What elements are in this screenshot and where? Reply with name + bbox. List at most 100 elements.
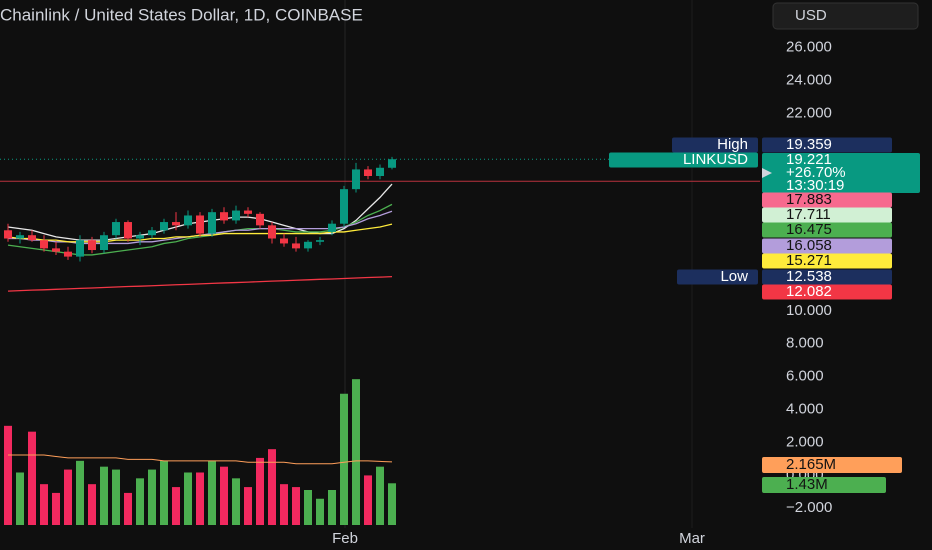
y-tick-label: 10.000 [786, 302, 832, 319]
countdown: 13:30:19 [786, 177, 844, 194]
candle-body [88, 240, 96, 251]
candle-body [304, 241, 312, 249]
volume-bar [184, 472, 192, 525]
volume-bar [76, 460, 84, 525]
low-value: 12.538 [786, 268, 832, 285]
volume-bar [328, 490, 336, 525]
volume-bar [148, 469, 156, 525]
candle-body [112, 222, 120, 236]
volume-tag [762, 477, 886, 493]
volume-bar [160, 460, 168, 525]
candle-body [184, 215, 192, 226]
currency-label[interactable]: USD [795, 7, 827, 24]
volume-bar [40, 484, 48, 525]
candle-body [328, 223, 336, 232]
volume-bar [64, 469, 72, 525]
x-tick-label: Feb [332, 530, 358, 547]
y-tick-label: 6.000 [786, 368, 824, 385]
candle-body [364, 169, 372, 176]
moving-average-line [7, 275, 393, 292]
candle-body [40, 240, 48, 249]
candle-body [268, 225, 276, 239]
candle-body [16, 235, 24, 239]
symbol-label: LINKUSD [683, 151, 748, 168]
volume-bar [136, 478, 144, 525]
volume-bar [304, 490, 312, 525]
y-tick-label: 4.000 [786, 401, 824, 418]
prev-close-tag [762, 192, 892, 208]
candle-body [172, 222, 180, 226]
candle-body [256, 213, 264, 226]
volume-bar [388, 483, 396, 525]
last-change: +26.70% [786, 164, 846, 181]
y-tick-label: 24.000 [786, 72, 832, 89]
volume-bar [340, 393, 348, 525]
candle-body [388, 159, 396, 168]
y-tick-label: 22.000 [786, 104, 832, 121]
price-pointer [762, 168, 772, 178]
x-tick-label: Mar [679, 530, 705, 547]
candle-body [160, 222, 168, 231]
last-price-tag [762, 153, 920, 193]
candle-body [100, 235, 108, 251]
candle-body [244, 210, 252, 214]
y-tick-label: 26.000 [786, 39, 832, 56]
volume-bar [28, 431, 36, 525]
ma-value-tag [762, 238, 892, 254]
chart-title: Chainlink / United States Dollar, 1D, CO… [0, 5, 363, 24]
volume-bar [292, 487, 300, 525]
candle-body [376, 167, 384, 176]
candle-body [28, 235, 36, 241]
low-tag [677, 269, 758, 285]
volume-bar [124, 492, 132, 525]
ma-value-tag [762, 253, 892, 269]
ma-value: 16.475 [786, 221, 832, 238]
volume-bar [268, 449, 276, 525]
volume-bar [376, 466, 384, 525]
volume-bar [88, 484, 96, 525]
volume-bar [364, 475, 372, 525]
volume-bar [172, 487, 180, 525]
high-value-tag [762, 137, 892, 153]
volume-bar [244, 487, 252, 525]
candle-body [124, 222, 132, 239]
volume-value: 1.43M [786, 476, 828, 493]
ma-value-tag [762, 207, 892, 223]
ma-value-tag [762, 284, 892, 300]
candle-body [52, 248, 60, 252]
low-value-tag [762, 269, 892, 285]
volume-bar [316, 498, 324, 525]
candle-body [292, 243, 300, 249]
volume-bar [100, 466, 108, 525]
low-label: Low [720, 268, 748, 285]
candle-body [196, 215, 204, 234]
volume-bar [52, 492, 60, 525]
candle-body [136, 235, 144, 239]
ma-value: 12.082 [786, 283, 832, 300]
high-value: 19.359 [786, 136, 832, 153]
volume-bar [280, 484, 288, 525]
volume-ma-tag [762, 457, 902, 473]
ma-value: 15.271 [786, 252, 832, 269]
candle-body [64, 251, 72, 257]
high-label: High [717, 136, 748, 153]
y-tick-label: 2.000 [786, 433, 824, 450]
candle-body [316, 240, 324, 242]
volume-ma-value: 2.165M [786, 456, 836, 473]
volume-bar [4, 425, 12, 525]
volume-bar [112, 469, 120, 525]
candle-body [352, 169, 360, 190]
volume-bar [208, 460, 216, 525]
volume-bar [196, 472, 204, 525]
candle-body [220, 212, 228, 221]
candle-body [280, 238, 288, 244]
symbol-tag [609, 152, 758, 168]
volume-bar [16, 472, 24, 525]
candle-body [208, 212, 216, 234]
currency-button[interactable] [772, 2, 919, 30]
candle-body [4, 230, 12, 239]
high-tag [672, 137, 758, 153]
candle-body [148, 230, 156, 236]
